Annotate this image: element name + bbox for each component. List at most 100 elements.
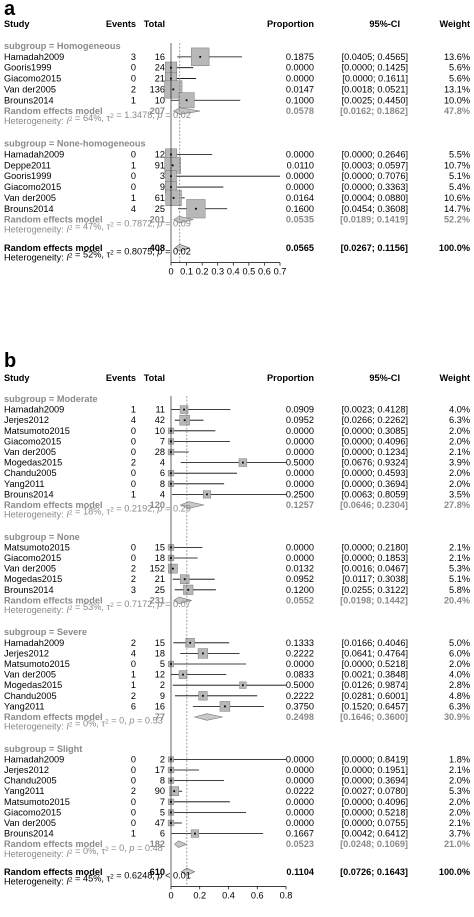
study-proportion: 0.1600 bbox=[286, 204, 314, 214]
point-estimate bbox=[172, 197, 175, 199]
study-ci: [0.0000; 0.2180] bbox=[342, 542, 408, 552]
study-ci: [0.0000; 0.0755] bbox=[342, 818, 408, 828]
header-study: Study bbox=[4, 19, 30, 29]
study-name: Yang2011 bbox=[4, 701, 45, 711]
study-ci: [0.0000; 0.4096] bbox=[342, 797, 408, 807]
study-events: 0 bbox=[131, 63, 136, 73]
study-proportion: 0.0000 bbox=[286, 765, 314, 775]
study-weight: 2.0% bbox=[449, 426, 470, 436]
study-name: Giacomo2015 bbox=[4, 807, 61, 817]
x-axis-tick-label: 0.1 bbox=[180, 267, 193, 277]
subgroup-summary-weight: 20.4% bbox=[444, 595, 470, 605]
study-proportion: 0.0000 bbox=[286, 447, 314, 457]
study-ci: [0.0126; 0.9874] bbox=[342, 680, 408, 690]
study-events: 2 bbox=[131, 458, 136, 468]
study-weight: 4.8% bbox=[449, 691, 470, 701]
header-total: Total bbox=[144, 373, 165, 383]
study-total: 7 bbox=[160, 436, 165, 446]
study-name: Brouns2014 bbox=[4, 489, 54, 499]
overall-summary-label: Random effects model bbox=[4, 867, 103, 877]
subgroup-summary-total: 201 bbox=[150, 215, 165, 225]
study-name: Gooris1999 bbox=[4, 63, 52, 73]
study-weight: 5.1% bbox=[449, 574, 470, 584]
study-proportion: 0.0833 bbox=[286, 670, 314, 680]
study-proportion: 0.0000 bbox=[286, 150, 314, 160]
overall-summary-proportion: 0.0565 bbox=[286, 243, 314, 253]
study-ci: [0.0255; 0.3122] bbox=[342, 585, 408, 595]
study-proportion: 0.0000 bbox=[286, 63, 314, 73]
point-estimate bbox=[172, 88, 175, 91]
study-weight: 3.5% bbox=[449, 489, 470, 499]
x-axis-tick-label: 0 bbox=[168, 890, 173, 900]
study-weight: 2.0% bbox=[449, 807, 470, 817]
study-name: Matsumoto2015 bbox=[4, 659, 70, 669]
study-ci: [0.0000; 0.4593] bbox=[342, 468, 408, 478]
point-estimate bbox=[195, 207, 197, 210]
study-name: Brouns2014 bbox=[4, 829, 54, 839]
study-events: 0 bbox=[131, 150, 136, 160]
study-total: 152 bbox=[150, 564, 165, 574]
point-estimate bbox=[202, 694, 204, 697]
x-axis-tick-label: 0.8 bbox=[280, 890, 293, 900]
subgroup-summary-total: 77 bbox=[155, 712, 165, 722]
study-ci: [0.0004; 0.0880] bbox=[342, 193, 408, 203]
subgroup-summary-label: Random effects model bbox=[4, 712, 103, 722]
study-proportion: 0.1200 bbox=[286, 585, 314, 595]
study-ci: [0.0281; 0.6001] bbox=[342, 691, 408, 701]
study-ci: [0.0641; 0.4764] bbox=[342, 648, 408, 658]
study-name: Van der2005 bbox=[4, 564, 56, 574]
study-events: 0 bbox=[131, 436, 136, 446]
study-weight: 5.4% bbox=[449, 182, 470, 192]
study-name: Van der2005 bbox=[4, 84, 56, 94]
study-proportion: 0.0000 bbox=[286, 754, 314, 764]
study-name: Brouns2014 bbox=[4, 204, 54, 214]
overall-diamond bbox=[174, 243, 190, 252]
study-ci: [0.0000; 0.5218] bbox=[342, 807, 408, 817]
study-total: 21 bbox=[155, 74, 165, 84]
subgroup-summary-label: Random effects model bbox=[4, 106, 103, 116]
point-estimate bbox=[199, 55, 202, 58]
study-events: 0 bbox=[131, 542, 136, 552]
study-ci: [0.0003; 0.0597] bbox=[342, 160, 408, 170]
subgroup-summary-total: 207 bbox=[150, 106, 165, 116]
study-total: 15 bbox=[155, 638, 165, 648]
study-name: Jerjes2012 bbox=[4, 648, 49, 658]
study-name: Deppe2011 bbox=[4, 160, 51, 170]
study-weight: 6.3% bbox=[449, 701, 470, 711]
study-proportion: 0.2500 bbox=[286, 489, 314, 499]
study-weight: 10.6% bbox=[444, 193, 470, 203]
study-total: 15 bbox=[155, 542, 165, 552]
study-total: 42 bbox=[155, 415, 165, 425]
x-axis-tick-label: 0.4 bbox=[227, 267, 240, 277]
study-events: 1 bbox=[131, 405, 136, 415]
study-events: 0 bbox=[131, 447, 136, 457]
study-name: Van der2005 bbox=[4, 818, 56, 828]
study-weight: 10.0% bbox=[444, 95, 470, 105]
study-ci: [0.0000; 0.1951] bbox=[342, 765, 408, 775]
x-axis-tick-label: 0.7 bbox=[274, 267, 287, 277]
study-name: Hamadah2009 bbox=[4, 754, 64, 764]
study-weight: 5.6% bbox=[449, 63, 470, 73]
study-ci: [0.0025; 0.4450] bbox=[342, 95, 408, 105]
study-ci: [0.0042; 0.6412] bbox=[342, 829, 408, 839]
study-name: Jerjes2012 bbox=[4, 415, 49, 425]
study-proportion: 0.0147 bbox=[286, 84, 314, 94]
study-weight: 5.3% bbox=[449, 786, 470, 796]
study-total: 6 bbox=[160, 468, 165, 478]
subgroup-summary-ci: [0.0248; 0.1069] bbox=[340, 839, 408, 849]
study-name: Chandu2005 bbox=[4, 468, 57, 478]
study-ci: [0.0000; 0.3363] bbox=[342, 182, 408, 192]
study-events: 0 bbox=[131, 776, 136, 786]
x-axis-tick-label: 0.2 bbox=[193, 890, 206, 900]
overall-summary-ci: [0.0267; 0.1156] bbox=[341, 243, 408, 253]
study-ci: [0.0000; 0.3694] bbox=[342, 776, 408, 786]
subgroup-diamond bbox=[172, 107, 201, 115]
study-total: 18 bbox=[155, 553, 165, 563]
study-name: Chandu2005 bbox=[4, 691, 57, 701]
subgroup-summary-weight: 21.0% bbox=[444, 839, 470, 849]
point-estimate bbox=[171, 567, 174, 570]
study-proportion: 0.3750 bbox=[286, 701, 314, 711]
overall-heterogeneity: Heterogeneity: I2 = 52%, τ2 = 0.8075, p … bbox=[4, 247, 191, 263]
study-weight: 5.3% bbox=[449, 564, 470, 574]
